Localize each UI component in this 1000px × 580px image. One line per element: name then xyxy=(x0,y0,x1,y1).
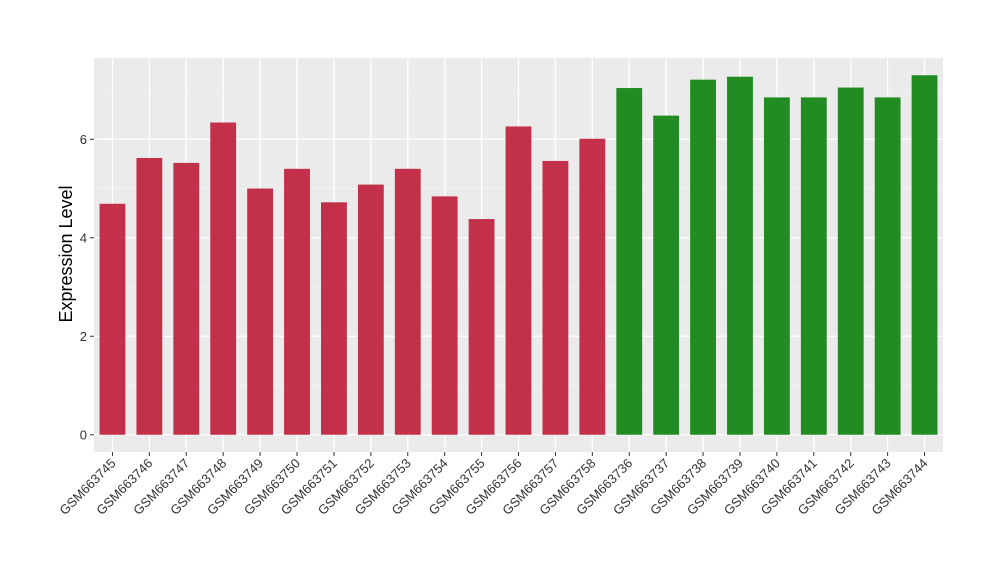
bar-GSM663743 xyxy=(874,97,901,435)
bar-GSM663738 xyxy=(690,79,716,435)
bar-GSM663750 xyxy=(284,168,310,435)
y-axis-title: Expression Level xyxy=(56,185,76,322)
bar-GSM663752 xyxy=(357,184,384,435)
bar-GSM663741 xyxy=(800,97,827,435)
y-axis: 0 2 4 6 xyxy=(80,132,94,442)
bar-GSM663748 xyxy=(210,122,237,435)
bar-GSM663751 xyxy=(321,202,347,435)
y-tick-label: 4 xyxy=(80,230,87,245)
bar-GSM663742 xyxy=(837,87,864,435)
bar-GSM663754 xyxy=(431,196,458,435)
y-tick-label: 0 xyxy=(80,427,87,442)
bar-GSM663746 xyxy=(136,157,163,435)
bar-GSM663757 xyxy=(542,160,569,435)
bar-GSM663745 xyxy=(99,203,126,435)
bar-GSM663739 xyxy=(727,76,753,435)
bar-GSM663736 xyxy=(616,88,643,435)
bar-GSM663744 xyxy=(911,75,938,435)
bar-GSM663753 xyxy=(394,168,421,435)
bar-GSM663747 xyxy=(173,162,200,435)
y-tick-label: 6 xyxy=(80,132,87,147)
bar-GSM663737 xyxy=(653,115,680,435)
y-tick-label: 2 xyxy=(80,329,87,344)
bar-GSM663755 xyxy=(468,219,495,435)
x-axis: GSM663745GSM663746GSM663747GSM663748GSM6… xyxy=(56,452,931,518)
bar-GSM663756 xyxy=(505,126,532,435)
bar-GSM663749 xyxy=(247,188,274,435)
bars xyxy=(99,75,938,435)
bar-GSM663740 xyxy=(763,97,790,435)
bar-GSM663758 xyxy=(579,138,606,435)
